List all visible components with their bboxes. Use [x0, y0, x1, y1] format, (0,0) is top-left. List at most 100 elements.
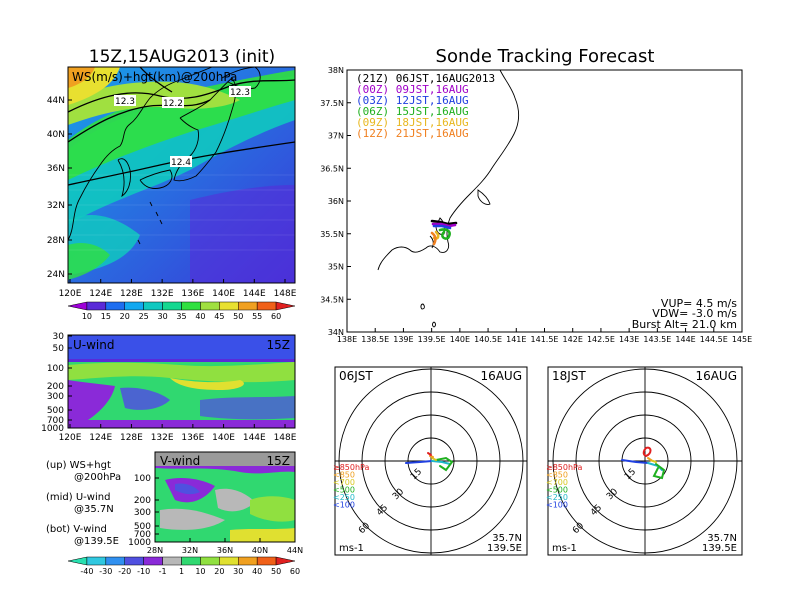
lat-tick-label: 35N — [328, 263, 344, 272]
colorbar-swatch — [238, 301, 258, 311]
lat-tick-label: 24N — [47, 270, 65, 280]
colorbar-tick: 60 — [290, 567, 300, 576]
lat-tick-label: 44N — [47, 96, 65, 106]
p-tick-label: 300 — [134, 508, 151, 518]
left-title: 15Z,15AUG2013 (init) — [89, 47, 275, 67]
lat-tick-label: 36N — [47, 164, 65, 174]
colorbar-swatch — [105, 301, 125, 311]
v-wind-label: V-wind — [160, 454, 200, 468]
hodo-right-levels: ≥850hPa<850<700<500<250<100 — [546, 463, 583, 510]
colorbar-tick: 35 — [176, 312, 186, 321]
lat-tick-label: 35.5N — [320, 230, 344, 239]
colorbar-swatch — [143, 301, 163, 311]
hodograph-left: 06JST 16AUG 15 30 45 60 ≥850hPa<850<700<… — [333, 366, 528, 556]
colorbar-swatch — [200, 556, 220, 566]
tracking-map: 38N 37.5N 37N 36.5N 36N 35.5N 35N 34.5N 34N 138E… — [320, 66, 752, 344]
lat-tick-label: 40N — [252, 546, 268, 555]
hodo-left-lat: 35.7N — [492, 533, 522, 544]
p-tick-label: 100 — [134, 474, 151, 484]
hodograph-right: 18JST 16AUG 15 30 45 60 ≥850hPa<850<700<… — [546, 366, 743, 556]
colorbar-swatch — [200, 301, 220, 311]
level-entry: <500 — [546, 486, 568, 495]
lat-tick-label: 38N — [328, 66, 344, 75]
lat-tick-label: 28N — [47, 236, 65, 246]
colorbar-tick: 10 — [82, 312, 92, 321]
lon-tick-label: 142E — [563, 335, 583, 344]
colorbar-tick: 30 — [233, 567, 243, 576]
u-wind-time: 15Z — [267, 338, 291, 352]
note-line: (up) WS+hgt — [46, 460, 111, 471]
colorbar-tick: -10 — [137, 567, 150, 576]
lon-tick-label: 141E — [506, 335, 526, 344]
lon-tick-label: 128E — [120, 433, 143, 443]
lon-tick-label: 120E — [59, 289, 82, 299]
colorbar-swatch — [256, 301, 277, 311]
lat-tick-label: 37N — [328, 132, 344, 141]
note-line: @200hPa — [74, 472, 121, 483]
colorbar-swatch — [181, 301, 201, 311]
legend-entry: (06Z) 15JST,16AUG — [356, 105, 469, 118]
level-entry: <850 — [333, 471, 355, 480]
hodo-right-lat: 35.7N — [707, 533, 737, 544]
lon-tick-label: 136E — [181, 289, 204, 299]
colorbar-swatch — [219, 556, 239, 566]
p-tick-label: 700 — [134, 530, 151, 540]
map-colorbar: 10 15 20 25 30 35 40 45 50 55 60 — [67, 301, 296, 321]
track-legend: (21Z) 06JST,16AUG2013(00Z) 09JST,16AUG(0… — [356, 72, 495, 140]
level-entry: <700 — [546, 478, 568, 487]
colorbar-swatch — [124, 556, 144, 566]
colorbar-tick: 1 — [179, 567, 184, 576]
contour-label: 12.3 — [115, 97, 135, 107]
colorbar-swatch — [124, 301, 144, 311]
panel-notes: (up) WS+hgt@200hPa (mid) U-wind@35.7N (bot… — [46, 460, 121, 547]
legend-entry: (00Z) 09JST,16AUG — [356, 83, 469, 96]
colorbar-tick: 25 — [139, 312, 149, 321]
lon-tick-label: 141.5E — [531, 335, 559, 344]
colorbar-swatch — [275, 556, 296, 566]
lon-tick-label: 144E — [243, 433, 266, 443]
p-tick-label: 1000 — [128, 538, 151, 548]
p-tick-label: 200 — [47, 382, 64, 392]
lon-tick-label: 143E — [619, 335, 639, 344]
colorbar-tick: 10 — [195, 567, 205, 576]
u-wind-label: U-wind — [73, 338, 114, 352]
level-entry: <500 — [333, 486, 355, 495]
p-tick-label: 1000 — [41, 424, 64, 434]
colorbar-tick: -20 — [118, 567, 131, 576]
lat-tick-label: 40N — [47, 130, 65, 140]
p-tick-label: 50 — [53, 344, 65, 354]
note-line: @35.7N — [74, 504, 114, 515]
contour-label: 12.4 — [171, 158, 191, 168]
level-entry: <100 — [333, 501, 355, 510]
colorbar-tick: 40 — [252, 567, 262, 576]
u-wind-lon-ticks: 120E 124E 128E 132E 136E 140E 144E 148E — [59, 424, 297, 443]
colorbar-swatch — [67, 556, 88, 566]
lon-tick-label: 140E — [450, 335, 470, 344]
v-wind-lat-ticks: 28N 32N 36N 40N 44N — [147, 538, 303, 555]
colorbar-tick: 50 — [271, 567, 281, 576]
lon-tick-label: 138E — [337, 335, 357, 344]
p-tick-label: 30 — [53, 332, 65, 342]
p-tick-label: 200 — [134, 496, 151, 506]
level-entry: <100 — [546, 501, 568, 510]
lat-tick-label: 32N — [47, 201, 65, 211]
lon-tick-label: 128E — [120, 289, 143, 299]
colorbar-tick: 40 — [195, 312, 205, 321]
lon-tick-label: 132E — [151, 289, 174, 299]
colorbar-swatch — [86, 301, 107, 311]
lat-tick-label: 28N — [147, 546, 163, 555]
track-lon-ticks: 138E 138.5E 139E 139.5E 140E 140.5E 141E 141.5E… — [337, 328, 752, 344]
lat-tick-label: 36.5N — [320, 164, 344, 173]
lon-tick-label: 144E — [243, 289, 266, 299]
map-lon-ticks: 120E 124E 128E 132E 136E 140E 144E 148E — [59, 279, 297, 299]
lon-tick-label: 144E — [675, 335, 695, 344]
p-tick-label: 500 — [134, 522, 151, 532]
colorbar-tick: 15 — [101, 312, 111, 321]
track-lat-ticks: 38N 37.5N 37N 36.5N 36N 35.5N 35N 34.5N 34N — [320, 66, 351, 337]
v-wind-time: 15Z — [267, 454, 291, 468]
colorbar-swatch — [238, 556, 258, 566]
colorbar-swatch — [105, 556, 125, 566]
right-title: Sonde Tracking Forecast — [436, 46, 655, 67]
